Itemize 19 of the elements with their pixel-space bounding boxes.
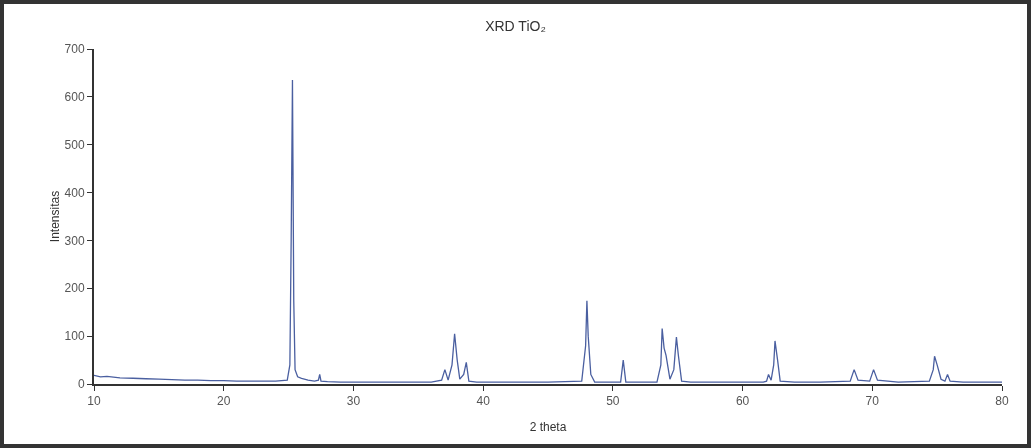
x-axis-title: 2 theta xyxy=(529,420,567,434)
x-tick-label: 80 xyxy=(995,394,1009,409)
x-tick-label: 40 xyxy=(476,394,491,409)
x-tick-label: 50 xyxy=(606,394,620,409)
x-tick-label: 10 xyxy=(87,394,101,409)
y-tick-label: 700 xyxy=(64,42,85,57)
y-axis-title: Intensitas xyxy=(48,190,62,243)
y-tick-label: 400 xyxy=(64,185,85,200)
y-tick-label: 600 xyxy=(64,90,85,105)
y-tick-label: 300 xyxy=(64,233,85,248)
chart-title: XRD TiO₂ xyxy=(485,18,546,35)
y-tick-label: 100 xyxy=(64,329,85,344)
y-tick-label: 0 xyxy=(77,377,85,392)
x-tick-label: 70 xyxy=(865,394,880,409)
x-tick-label: 60 xyxy=(735,394,750,409)
x-tick-label: 20 xyxy=(217,394,231,409)
y-tick-label: 500 xyxy=(64,137,85,152)
y-tick-label: 200 xyxy=(64,281,85,296)
x-tick-label: 30 xyxy=(346,394,361,409)
